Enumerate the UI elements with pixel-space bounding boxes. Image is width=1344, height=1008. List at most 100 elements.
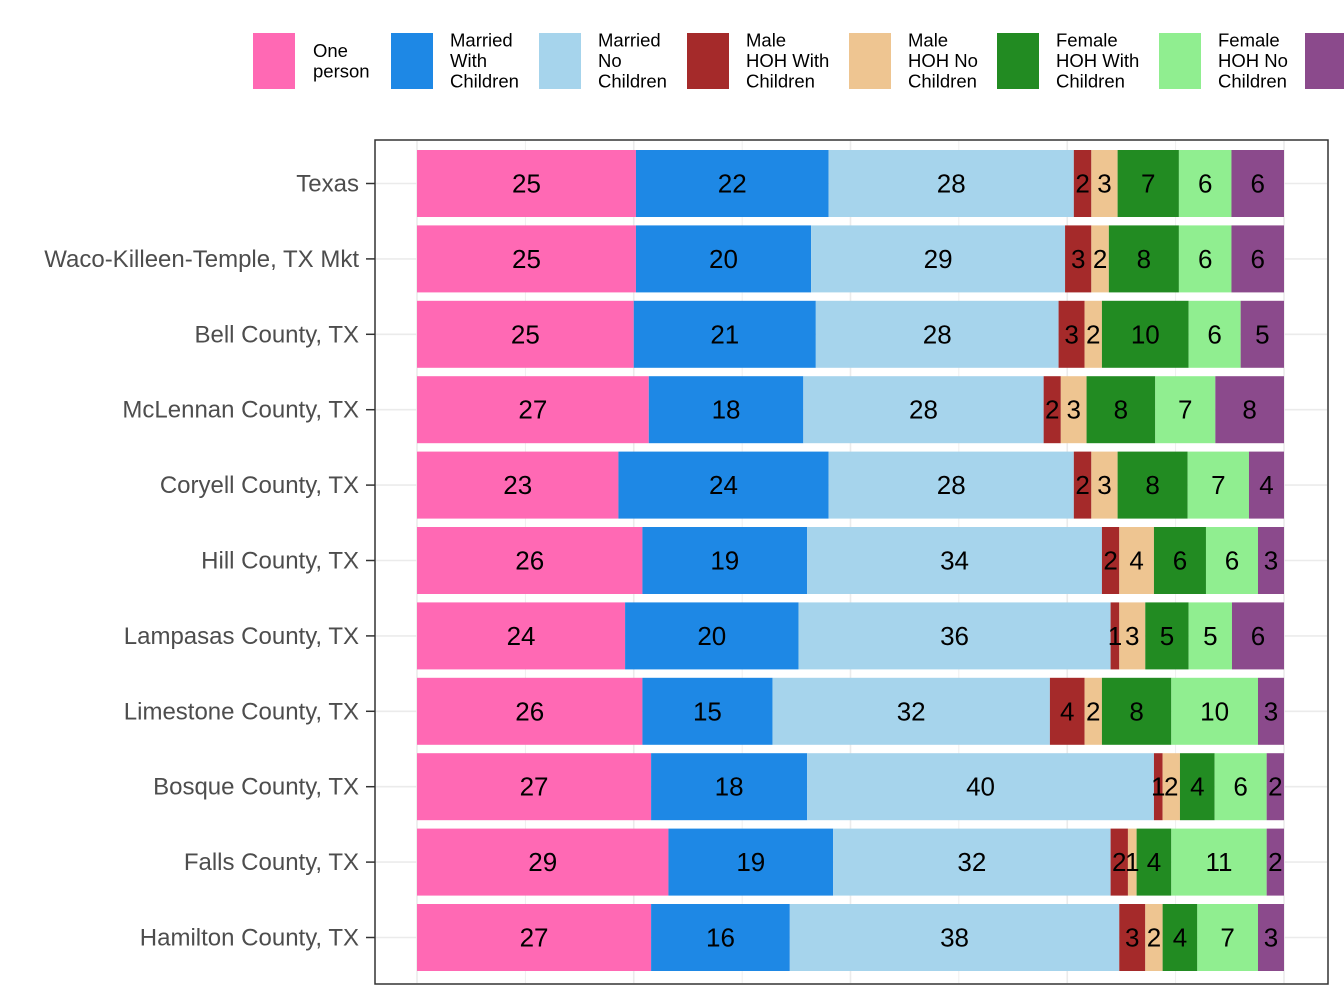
bar-segments	[417, 150, 1284, 971]
data-label: 27	[518, 395, 547, 425]
data-label: 32	[957, 847, 986, 877]
y-tick-label: McLennan County, TX	[122, 397, 359, 424]
y-tick-label: Hill County, TX	[201, 548, 359, 575]
legend-key-5	[849, 33, 891, 89]
bar-segment-texas-s2	[635, 150, 829, 217]
bar-segment-hill-county-tx-s8	[1257, 527, 1284, 594]
bar-segment-bosque-county-tx-s4	[1153, 753, 1163, 821]
plot-area: 25 22 28 2 3 7 6 625 20 29 3 2 8 6 625 21 28 3 2 10 6 527 18 28…	[374, 139, 1329, 985]
data-label: 8	[1129, 696, 1143, 726]
bar-segment-hill-county-tx-s5	[1119, 527, 1154, 594]
bar-segment-limestone-county-tx-s2	[642, 677, 773, 745]
legend-label: Male	[908, 30, 948, 51]
bar-segment-lampasas-county-tx-s5	[1119, 602, 1146, 670]
data-label: 3	[1264, 546, 1278, 576]
bar-segment-mclennan-county-tx-s5	[1060, 376, 1087, 444]
data-label: 2	[1164, 772, 1178, 802]
data-label: 2	[1075, 470, 1089, 500]
data-label: 4	[1147, 847, 1161, 877]
data-label: 4	[1190, 772, 1204, 802]
y-tick-label: Texas	[296, 171, 359, 198]
legend-label: One	[313, 40, 348, 61]
bar-segment-mclennan-county-tx-s7	[1155, 376, 1216, 444]
bar-segment-coryell-county-tx-s2	[618, 451, 829, 519]
bar-segment-hamilton-county-tx-s6	[1162, 904, 1198, 971]
data-label: 20	[709, 244, 738, 274]
legend-key-1	[253, 33, 295, 89]
data-label: 23	[503, 470, 532, 500]
data-label: 19	[710, 546, 739, 576]
bar-segment-lampasas-county-tx-s7	[1188, 602, 1232, 670]
data-label: 28	[937, 169, 966, 199]
bar-segment-hamilton-county-tx-s7	[1197, 904, 1258, 971]
data-label: 4	[1259, 470, 1273, 500]
y-tick-label: Hamilton County, TX	[140, 925, 359, 952]
data-label: 24	[507, 621, 536, 651]
bar-segment-waco-killeen-temple-tx-mkt-s6	[1108, 225, 1179, 293]
data-label: 15	[693, 696, 722, 726]
bar-segment-coryell-county-tx-s1	[417, 451, 619, 519]
y-tick-label: Waco-Killeen-Temple, TX Mkt	[44, 246, 359, 273]
data-label: 29	[924, 244, 953, 274]
legend-label: No	[598, 50, 622, 71]
bar-segment-mclennan-county-tx-s3	[803, 376, 1044, 444]
data-label: 6	[1225, 546, 1239, 576]
data-label: 3	[1097, 470, 1111, 500]
data-label: 2	[1086, 696, 1100, 726]
data-label: 28	[909, 395, 938, 425]
y-tick-label: Limestone County, TX	[124, 698, 359, 725]
legend-label: Married	[450, 30, 513, 51]
y-tick-label: Bell County, TX	[194, 321, 359, 348]
legend-label: Children	[1218, 71, 1287, 92]
data-label: 2	[1045, 395, 1059, 425]
data-label: 6	[1173, 546, 1187, 576]
data-label: 6	[1198, 244, 1212, 274]
bar-segment-limestone-county-tx-s7	[1171, 677, 1258, 745]
data-label: 2	[1112, 847, 1126, 877]
data-label: 6	[1250, 244, 1264, 274]
data-label: 20	[697, 621, 726, 651]
bar-segment-mclennan-county-tx-s2	[648, 376, 804, 444]
bar-segment-falls-county-tx-s2	[668, 828, 834, 896]
legend-label: person	[313, 60, 370, 81]
legend-key-3	[539, 33, 581, 89]
legend-label: Children	[450, 71, 519, 92]
data-labels: 25 22 28 2 3 7 6 625 20 29 3 2 8 6 625 21 28 3 2 10 6 527 18 28…	[503, 169, 1282, 953]
legend-label: Male	[746, 30, 786, 51]
data-label: 8	[1145, 470, 1159, 500]
y-axis: Texas Waco-Killeen-Temple, TX Mkt Bell Cou…	[44, 171, 375, 952]
data-label: 29	[528, 847, 557, 877]
bar-segment-hamilton-county-tx-s3	[789, 904, 1120, 971]
bar-segment-falls-county-tx-s8	[1266, 828, 1284, 896]
bar-segment-hill-county-tx-s3	[807, 527, 1102, 594]
legend-label: Children	[598, 71, 667, 92]
legend-label: Children	[908, 71, 977, 92]
bar-segment-falls-county-tx-s4	[1110, 828, 1128, 896]
data-label: 18	[712, 395, 741, 425]
data-label: 3	[1264, 696, 1278, 726]
data-label: 2	[1093, 244, 1107, 274]
bar-segment-waco-killeen-temple-tx-mkt-s2	[635, 225, 812, 293]
bar-segment-bell-county-tx-s4	[1058, 300, 1085, 368]
data-label: 2	[1268, 847, 1282, 877]
data-label: 3	[1071, 244, 1085, 274]
bar-segment-lampasas-county-tx-s6	[1145, 602, 1189, 670]
data-label: 26	[515, 696, 544, 726]
bar-segment-falls-county-tx-s1	[417, 828, 669, 896]
data-label: 25	[512, 169, 541, 199]
bar-segment-falls-county-tx-s5	[1127, 828, 1137, 896]
bar-segment-texas-s1	[417, 150, 636, 217]
data-label: 5	[1160, 621, 1174, 651]
data-label: 21	[710, 319, 739, 349]
data-label: 8	[1114, 395, 1128, 425]
data-label: 3	[1066, 395, 1080, 425]
bar-segment-limestone-county-tx-s1	[417, 677, 643, 745]
data-label: 4	[1173, 923, 1187, 953]
data-label: 8	[1137, 244, 1151, 274]
bar-segment-bell-county-tx-s3	[815, 300, 1059, 368]
data-label: 24	[709, 470, 738, 500]
bar-segment-hamilton-county-tx-s5	[1145, 904, 1163, 971]
bar-segment-bosque-county-tx-s8	[1266, 753, 1284, 821]
data-label: 36	[940, 621, 969, 651]
